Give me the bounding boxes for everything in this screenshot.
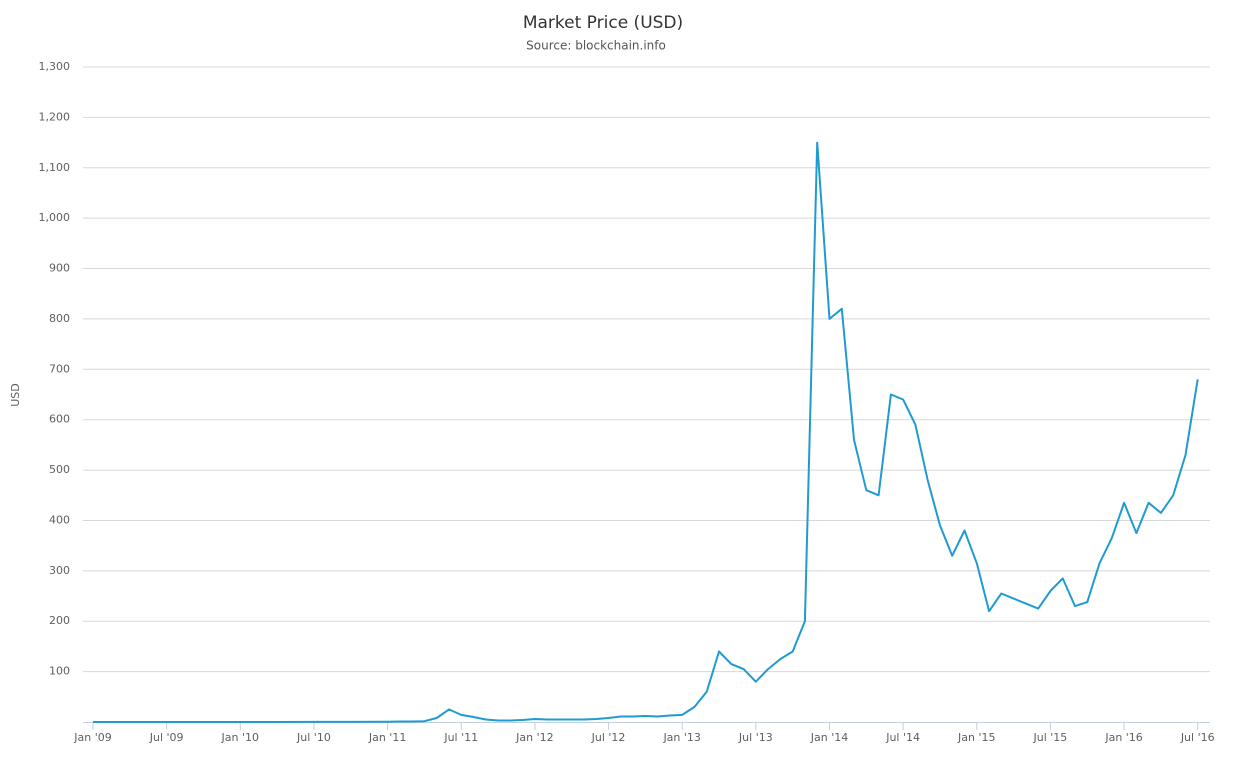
y-tick-label: 800 [49,312,70,325]
x-tick-label: Jan '13 [662,731,700,744]
x-tick-label: Jan '14 [810,731,848,744]
x-tick-label: Jul '10 [296,731,331,744]
x-tick-label: Jan '10 [221,731,259,744]
price-line [93,141,1199,723]
y-tick-label: 500 [49,463,70,476]
chart-title: Market Price (USD) [523,13,683,33]
x-tick-label: Jul '09 [149,731,184,744]
y-tick-label: 1,100 [39,161,71,174]
y-tick-label: 1,300 [39,60,71,73]
x-tick-label: Jan '15 [957,731,995,744]
y-tick-label: 1,200 [39,110,71,123]
y-tick-label: 200 [49,614,70,627]
y-tick-label: 900 [49,262,70,275]
chart-subtitle: Source: blockchain.info [526,39,666,53]
x-tick-label: Jan '12 [515,731,553,744]
x-tick-label: Jul '13 [738,731,773,744]
y-tick-label: 400 [49,513,70,526]
y-axis-label: USD [9,383,22,407]
x-tick-label: Jul '16 [1180,731,1215,744]
y-tick-label: 300 [49,564,70,577]
x-tick-label: Jul '14 [885,731,920,744]
x-tick-label: Jan '09 [73,731,111,744]
x-tick-label: Jan '16 [1104,731,1142,744]
y-tick-label: 700 [49,362,70,375]
y-tick-label: 100 [49,665,70,678]
x-tick-label: Jul '11 [443,731,478,744]
x-tick-label: Jul '12 [591,731,626,744]
x-tick-label: Jul '15 [1033,731,1068,744]
x-tick-label: Jan '11 [368,731,406,744]
y-tick-label: 600 [49,413,70,426]
y-tick-label: 1,000 [39,211,71,224]
